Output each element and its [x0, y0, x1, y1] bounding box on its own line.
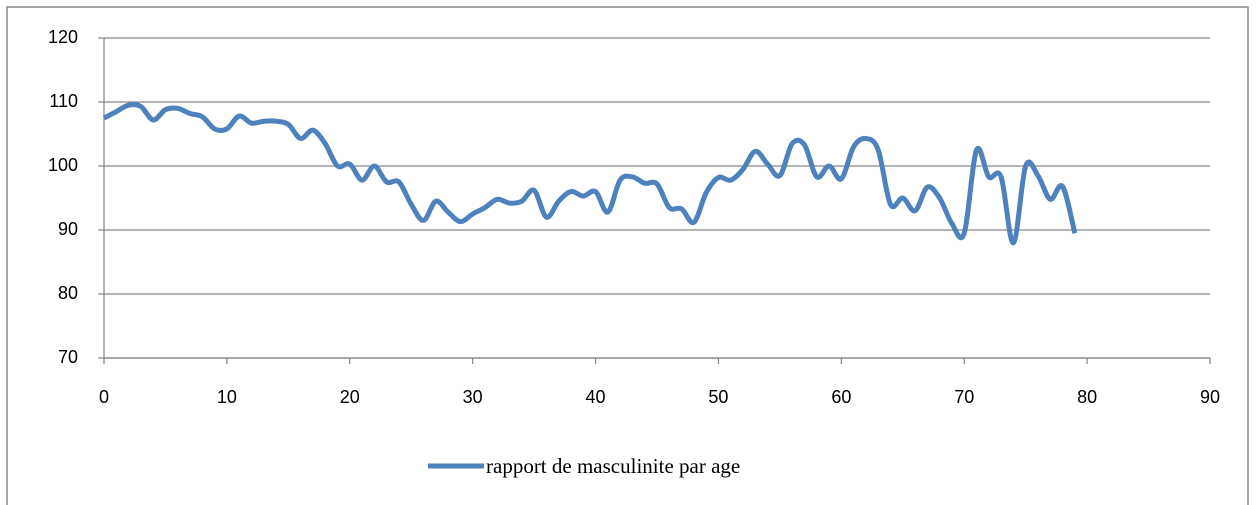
x-tick-label: 90: [1200, 387, 1220, 407]
chart-border: [6, 6, 1249, 505]
x-tick-label: 50: [708, 387, 728, 407]
x-tick-label: 80: [1077, 387, 1097, 407]
x-tick-label: 20: [340, 387, 360, 407]
x-tick-label: 60: [831, 387, 851, 407]
y-tick-label: 80: [58, 283, 78, 303]
x-tick-label: 10: [217, 387, 237, 407]
x-tick-label: 0: [99, 387, 109, 407]
series-line: [102, 102, 1078, 246]
y-tick-label: 100: [48, 155, 78, 175]
x-tick-label: 70: [954, 387, 974, 407]
x-tick-label: 30: [463, 387, 483, 407]
x-tick-label: 40: [586, 387, 606, 407]
y-tick-label: 110: [49, 91, 78, 111]
legend-label: rapport de masculinite par age: [486, 454, 740, 478]
y-tick-label: 90: [58, 219, 78, 239]
y-tick-label: 120: [48, 27, 78, 47]
y-tick-label: 70: [58, 347, 78, 367]
